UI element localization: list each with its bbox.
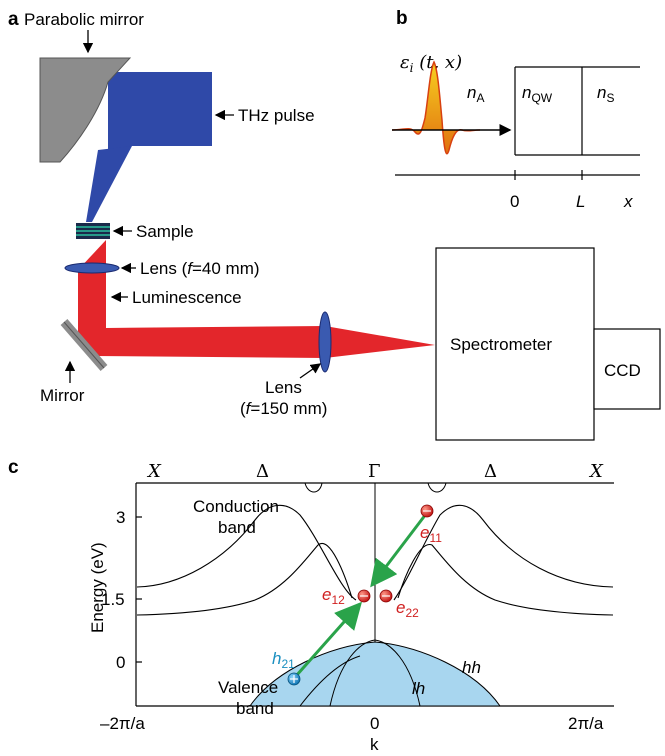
sym-x-left: X: [146, 461, 162, 482]
valence-inner-left: [299, 655, 361, 707]
transition-arrow-e11-e22: [370, 513, 428, 588]
sym-x-right: X: [588, 461, 604, 482]
conduction-band-left-2: [136, 542, 353, 616]
thz-beam-collimated: [108, 72, 212, 158]
top-hump-left: [304, 482, 323, 493]
lens1-label: Lens (f=40 mm): [140, 259, 260, 278]
y-axis-label: Energy (eV): [88, 542, 107, 633]
conduction-band-right-2: [397, 544, 614, 616]
sample: [76, 223, 110, 239]
panel-c-label: c: [8, 457, 19, 478]
parabolic-mirror-label: Parabolic mirror: [24, 10, 144, 29]
lens2-label-line2: (f=150 mm): [240, 399, 327, 418]
thz-beam-focus: [86, 146, 132, 222]
xtick-0: 0: [370, 714, 379, 733]
n-s-label: nS: [597, 83, 614, 105]
luminescence-label: Luminescence: [132, 288, 242, 307]
x-tick-label-0: 0: [510, 192, 519, 211]
field-label: εi (t, x): [400, 52, 462, 75]
xtick-pos: 2π/a: [568, 714, 604, 733]
mirror-label: Mirror: [40, 386, 85, 405]
xtick-neg: –2π/a: [100, 714, 145, 733]
parabolic-mirror: [39, 57, 132, 163]
e22-label: e22: [396, 598, 419, 620]
h21-label: h21: [272, 649, 295, 671]
sample-label: Sample: [136, 222, 194, 241]
spectrometer-box: [435, 247, 595, 441]
thz-pulse-waveform: [391, 60, 481, 155]
spectrometer-label: Spectrometer: [450, 335, 552, 354]
panel-a: a Parabolic mirror THz pulse Sample Lens…: [8, 9, 661, 441]
lens2-pointer: [299, 363, 322, 379]
x-tick-label-L: L: [576, 192, 585, 211]
panel-b: b εi (t, x) nA nQW nS 0 L x: [391, 8, 640, 211]
ytick-1-5: 1.5: [101, 590, 125, 609]
ccd-label: CCD: [604, 361, 641, 380]
lens2-label-line1: Lens: [265, 378, 302, 397]
hh-label: hh: [462, 658, 481, 677]
conduction-band-left-1: [136, 504, 357, 601]
e12-label: e12: [322, 585, 345, 607]
thz-pulse-label: THz pulse: [238, 106, 315, 125]
lens-150mm: [318, 311, 332, 373]
panel-c: c X Δ Γ Δ X 3 1.5 0 Energy (eV) –2π/a 0 …: [8, 457, 614, 754]
x-axis-label: x: [623, 192, 633, 211]
ytick-3: 3: [116, 508, 125, 527]
panel-a-label: a: [8, 9, 19, 30]
ccd-box: [593, 328, 661, 410]
lh-label: lh: [412, 679, 425, 698]
x-axis-label-k: k: [370, 735, 379, 754]
sym-delta-right: Δ: [484, 461, 497, 482]
valence-label-2: band: [236, 699, 274, 718]
light-hole-band: [329, 639, 421, 707]
transition-arrow-h21-e12: [294, 601, 362, 677]
e11-label: e11: [420, 523, 442, 545]
luminescence-beam-horizontal: [78, 300, 435, 358]
valence-label-1: Valence: [218, 678, 278, 697]
valence-band-fill: [249, 641, 501, 707]
conduction-label-2: band: [218, 518, 256, 537]
sym-gamma: Γ: [368, 461, 381, 482]
top-hump-right: [427, 482, 447, 493]
sym-delta-left: Δ: [256, 461, 269, 482]
panel-b-label: b: [396, 8, 408, 29]
ytick-0: 0: [116, 653, 125, 672]
conduction-label-1: Conduction: [193, 497, 279, 516]
lens-40mm: [64, 262, 120, 274]
conduction-band-right-1: [393, 504, 614, 601]
n-a-label: nA: [467, 83, 484, 105]
n-qw-label: nQW: [522, 83, 553, 105]
